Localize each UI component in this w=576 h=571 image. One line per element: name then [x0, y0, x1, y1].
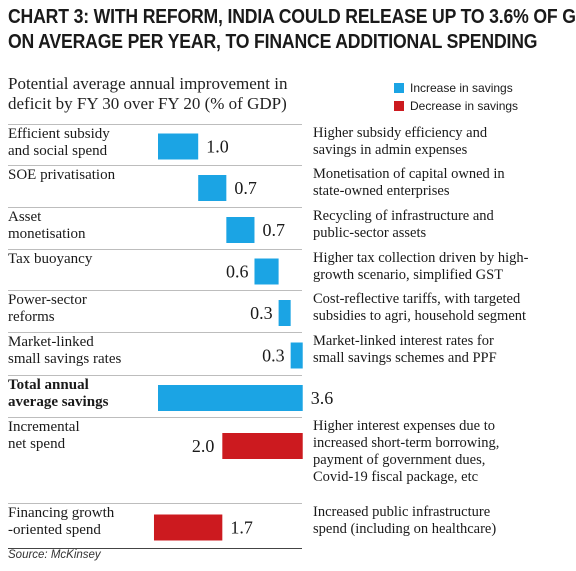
row-note: Cost-reflective tariffs, with targeted su… [313, 291, 569, 325]
chart-title-line-2: ON AVERAGE PER YEAR, TO FINANCE ADDITION… [8, 30, 538, 53]
row-note-line: increased short-term borrowing, [313, 435, 500, 451]
row-note-line: Higher subsidy efficiency and [313, 125, 488, 141]
row-separator [8, 375, 302, 376]
row-note-line: Recycling of infrastructure and [313, 208, 494, 224]
category-label: Total annual average savings [8, 377, 158, 411]
row-note-line: Market-linked interest rates for [313, 333, 494, 349]
decrease-bar [222, 433, 303, 459]
row-note-line: Monetisation of capital owned in [313, 166, 505, 182]
row-note: Higher subsidy efficiency and savings in … [313, 125, 569, 159]
category-label: Efficient subsidy and social spend [8, 126, 158, 160]
row-note-line: Increased public infrastructure [313, 504, 491, 520]
chart-title: CHART 3: WITH REFORM, INDIA COULD RELEAS… [8, 4, 576, 54]
bar-value-label: 1.0 [206, 137, 229, 157]
total-bar [158, 385, 303, 411]
bar-value-label: 0.3 [262, 346, 285, 366]
increase-bar [290, 342, 303, 369]
row-separator [8, 332, 302, 333]
row-note-line: growth scenario, simplified GST [313, 267, 504, 283]
category-label: SOE privatisation [8, 167, 158, 184]
bar-value-label: 0.3 [250, 303, 273, 323]
category-label-line: monetisation [8, 226, 86, 242]
row-note: Higher tax collection driven by high-gro… [313, 250, 569, 284]
increase-bar [254, 258, 279, 285]
row-note-line: subsidies to agri, household segment [313, 308, 527, 324]
category-label-line: and social spend [8, 143, 108, 159]
category-label-line: Tax buoyancy [8, 251, 93, 267]
category-label-line: net spend [8, 436, 66, 452]
row-note-line: Higher tax collection driven by high- [313, 250, 529, 266]
row-separator [8, 249, 302, 250]
legend-item-increase: Increase in savings [394, 79, 518, 97]
source-note: Source: McKinsey [8, 549, 101, 561]
category-label: Financing growth -oriented spend [8, 505, 158, 539]
category-label: Asset monetisation [8, 209, 158, 243]
increase-bar [158, 133, 199, 160]
row-note: Monetisation of capital owned in state-ow… [313, 166, 569, 200]
bar-value-label: 0.6 [226, 262, 249, 282]
category-label-line: average savings [8, 394, 109, 410]
increase-bar [226, 217, 255, 243]
bar-value-label: 0.7 [234, 178, 257, 198]
bar-value-label: 0.7 [262, 220, 285, 240]
decrease-bar [153, 514, 223, 541]
row-note-line: Cost-reflective tariffs, with targeted [313, 291, 521, 307]
category-label-line: SOE privatisation [8, 167, 116, 183]
category-label-line: Efficient subsidy [8, 126, 110, 142]
category-label-line: Market-linked [8, 334, 94, 350]
category-label: Power-sector reforms [8, 292, 158, 326]
increase-bar [278, 300, 291, 326]
row-note: Market-linked interest rates for small sa… [313, 333, 569, 367]
increase-bar [198, 175, 227, 201]
chart-bottom-rule [8, 548, 302, 549]
row-separator [8, 290, 302, 291]
legend-swatch-decrease [394, 101, 404, 111]
category-label: Incremental net spend [8, 419, 158, 453]
chart-title-line-1: CHART 3: WITH REFORM, INDIA COULD RELEAS… [8, 5, 576, 28]
category-label-line: Asset [8, 209, 42, 225]
row-note: Increased public infrastructure spend (in… [313, 504, 569, 538]
category-label-line: -oriented spend [8, 522, 101, 538]
row-note: Higher interest expenses due to increased… [313, 418, 569, 486]
bar-value-label: 1.7 [230, 518, 253, 538]
row-note: Recycling of infrastructure and public-se… [313, 208, 569, 242]
row-separator [8, 124, 302, 125]
row-note-line: state-owned enterprises [313, 183, 450, 199]
legend-swatch-increase [394, 83, 404, 93]
row-note-line: Higher interest expenses due to [313, 418, 496, 434]
category-label-line: reforms [8, 309, 55, 325]
row-note-line: payment of government dues, [313, 452, 486, 468]
category-label-line: small savings rates [8, 351, 122, 367]
bar-value-label: 3.6 [311, 388, 334, 408]
category-label-line: Total annual [8, 377, 89, 393]
row-note-line: spend (including on healthcare) [313, 521, 497, 537]
row-separator [8, 165, 302, 166]
subtitle-line-2: deficit by FY 30 over FY 20 (% of GDP) [8, 94, 287, 113]
category-label: Market-linked small savings rates [8, 334, 158, 368]
row-separator [8, 207, 302, 208]
legend-label-increase: Increase in savings [410, 81, 513, 95]
category-label-line: Financing growth [8, 505, 115, 521]
legend-label-decrease: Decrease in savings [410, 99, 519, 113]
legend-item-decrease: Decrease in savings [394, 97, 518, 115]
chart-subtitle: Potential average annual improvement in … [8, 74, 338, 114]
subtitle-line-1: Potential average annual improvement in [8, 74, 288, 93]
row-note-line: savings in admin expenses [313, 142, 468, 158]
legend: Increase in savings Decrease in savings [394, 79, 518, 115]
category-label-line: Power-sector [8, 292, 87, 308]
bar-value-label: 2.0 [192, 436, 215, 456]
row-note-line: small savings schemes and PPF [313, 350, 497, 366]
category-label: Tax buoyancy [8, 251, 158, 268]
row-note-line: Covid-19 fiscal package, etc [313, 469, 479, 485]
row-separator [8, 503, 302, 504]
row-separator [8, 417, 302, 418]
category-label-line: Incremental [8, 419, 80, 435]
row-note-line: public-sector assets [313, 225, 427, 241]
